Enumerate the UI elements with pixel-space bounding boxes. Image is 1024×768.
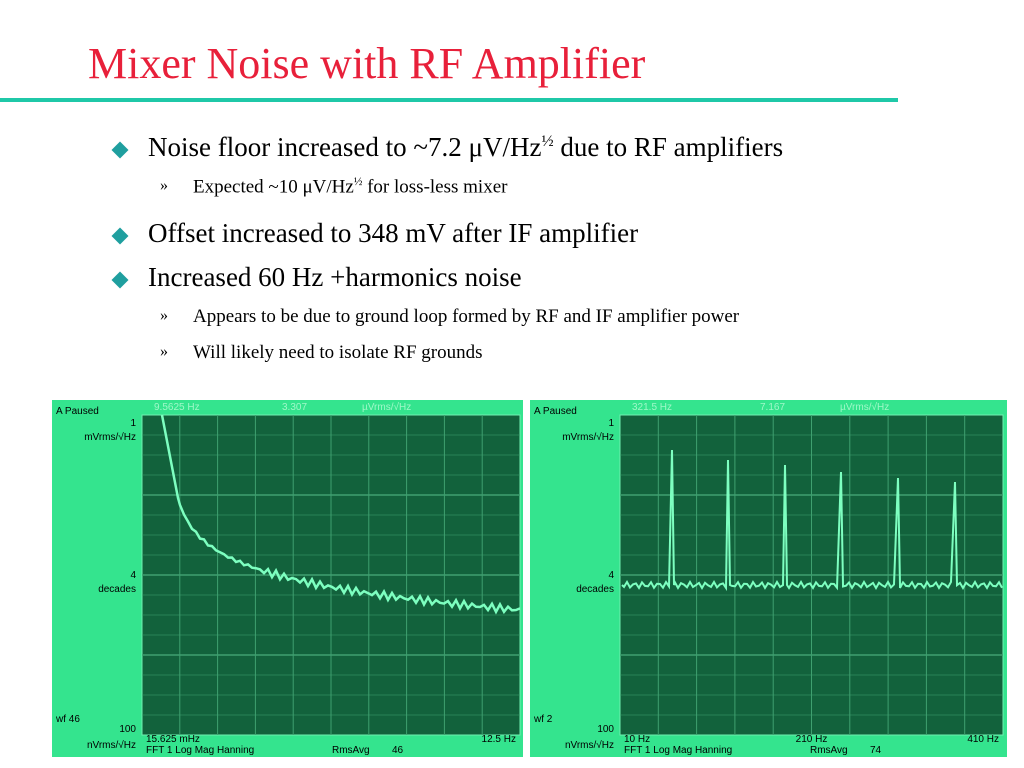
marker-value: 3.307 xyxy=(282,402,307,413)
text: Increased 60 Hz +harmonics noise xyxy=(148,262,522,292)
trace xyxy=(621,449,1003,592)
sub-bullet: Will likely need to isolate RF grounds xyxy=(193,342,482,364)
axis-label: nVrms/√Hz xyxy=(87,739,136,751)
title-rule xyxy=(0,98,898,102)
text: Expected ~10 μV/Hz xyxy=(193,176,354,198)
x-label: 15.625 mHz xyxy=(146,734,200,745)
x-label: 410 Hz xyxy=(967,734,999,745)
axis-label: mVrms/√Hz xyxy=(84,431,136,443)
sub-bullet: Appears to be due to ground loop formed … xyxy=(193,306,739,328)
sub-marker: » xyxy=(160,343,168,360)
bullet: Noise floor increased to ~7.2 μV/Hz½ due… xyxy=(148,132,783,163)
text: due to RF amplifiers xyxy=(553,132,784,162)
status: A Paused xyxy=(534,406,577,417)
avg-label: RmsAvg xyxy=(332,745,370,756)
bullet: Increased 60 Hz +harmonics noise xyxy=(148,262,522,293)
avg-count: 74 xyxy=(870,745,882,756)
waterfall: wf 46 xyxy=(55,714,80,725)
text: for loss-less mixer xyxy=(362,176,508,198)
marker-unit: µVrms/√Hz xyxy=(840,401,889,413)
footer: FFT 1 Log Mag Hanning xyxy=(624,745,732,756)
marker-freq: 321.5 Hz xyxy=(632,402,672,413)
sub-bullet: Expected ~10 μV/Hz½ for loss-less mixer xyxy=(193,176,507,198)
text: Appears to be due to ground loop formed … xyxy=(193,306,740,327)
marker-freq: 9.5625 Hz xyxy=(154,402,200,413)
sub-marker: » xyxy=(160,177,168,194)
x-label: 12.5 Hz xyxy=(482,734,516,745)
marker-unit: µVrms/√Hz xyxy=(362,401,411,413)
trace xyxy=(160,414,521,615)
marker-value: 7.167 xyxy=(760,402,785,413)
axis-label: 1 xyxy=(130,418,136,429)
axis-label: decades xyxy=(98,584,136,595)
axis-label: 100 xyxy=(597,724,614,735)
axis-label: 4 xyxy=(608,570,614,581)
slide-title: Mixer Noise with RF Amplifier xyxy=(88,39,646,88)
axis-label: mVrms/√Hz xyxy=(562,431,614,443)
axis-label: 1 xyxy=(608,418,614,429)
avg-count: 46 xyxy=(392,745,404,756)
bullet: Offset increased to 348 mV after IF ampl… xyxy=(148,218,638,249)
footer: FFT 1 Log Mag Hanning xyxy=(146,745,254,756)
x-label: 210 Hz xyxy=(796,734,828,745)
axis-label: decades xyxy=(576,584,614,595)
x-label: 10 Hz xyxy=(624,734,650,745)
status: A Paused xyxy=(56,406,99,417)
axis-label: 100 xyxy=(119,724,136,735)
avg-label: RmsAvg xyxy=(810,745,848,756)
text: Offset increased to 348 mV after IF ampl… xyxy=(148,218,639,248)
axis-label: nVrms/√Hz xyxy=(565,739,614,751)
sub-marker: » xyxy=(160,307,168,324)
text: Will likely need to isolate RF grounds xyxy=(193,342,483,363)
superscript: ½ xyxy=(353,176,363,188)
axis-label: 4 xyxy=(130,570,136,581)
text: Noise floor increased to ~7.2 μV/Hz xyxy=(148,132,542,162)
waterfall: wf 2 xyxy=(533,714,553,725)
superscript: ½ xyxy=(541,132,554,150)
